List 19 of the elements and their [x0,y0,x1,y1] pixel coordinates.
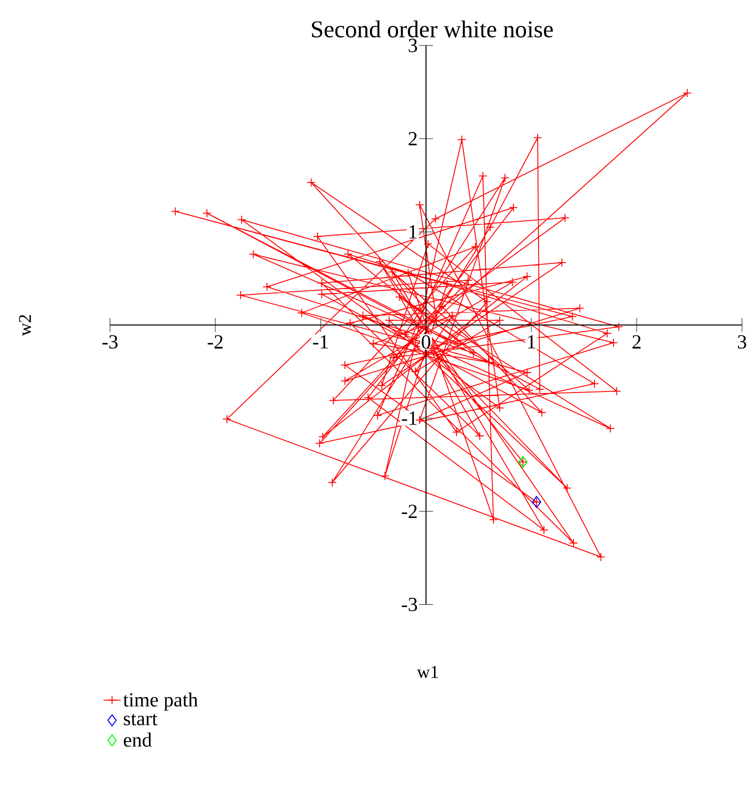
x-tick-label: -3 [102,335,118,349]
y-axis-title: w2 [18,314,32,336]
legend-label: end [124,732,152,747]
x-tick-label: 3 [738,335,746,349]
y-tick-label: 2 [408,132,417,146]
y-tick-label: -1 [402,412,417,425]
y-tick-label: -2 [402,504,417,518]
x-tick-label: 1 [528,335,536,348]
legend-label: start [124,714,158,726]
x-tick-label: -2 [208,335,223,348]
x-tick-label: -1 [313,335,328,348]
y-tick-label: 3 [408,38,418,52]
x-axis-title: w1 [417,666,438,678]
chart-title: Second order white noise [312,20,553,38]
y-tick-label: -3 [402,598,418,612]
x-tick-label: 2 [632,335,641,348]
legend-label: time path [123,692,198,711]
y-tick-label: 1 [410,225,417,238]
x-tick-label: 0 [422,335,430,349]
